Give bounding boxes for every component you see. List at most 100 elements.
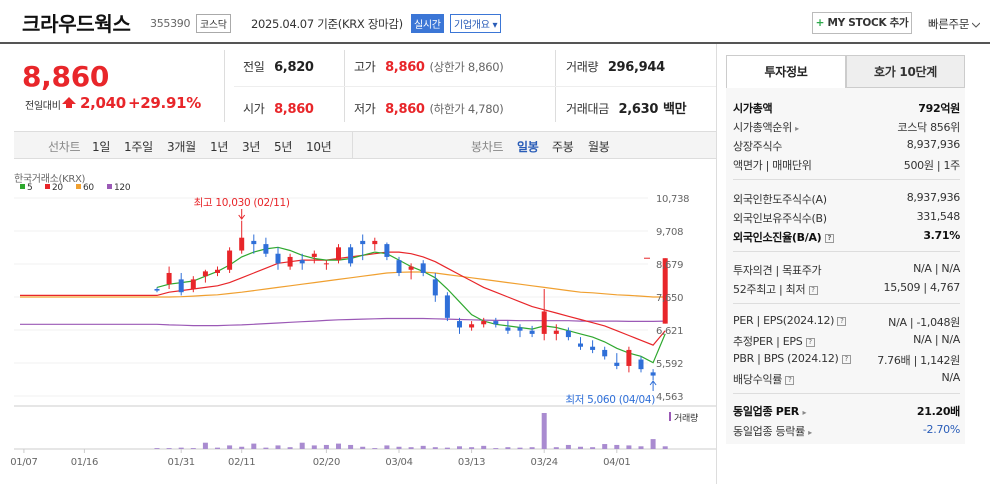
y-axis: 10,738 9,708 8,679 7,650 6,621 5,592 4,563: [656, 194, 690, 403]
tab-investment-info[interactable]: 투자정보: [726, 55, 846, 88]
tab-1w[interactable]: 1주일: [124, 140, 153, 154]
volume-bar: [553, 447, 559, 449]
mcap-label: 시가총액: [733, 102, 773, 115]
candle-body: [505, 327, 511, 331]
candle-body: [215, 269, 220, 273]
volume-bar: [227, 445, 233, 449]
candle-body: [396, 260, 402, 273]
trade-amount: 거래대금 2,630 백만: [566, 98, 687, 117]
tab-10y[interactable]: 10년: [306, 140, 332, 154]
legend-swatch-5: [20, 184, 25, 189]
candle-body: [529, 330, 535, 334]
volume-bar: [505, 447, 511, 449]
diff-percent: +29.91%: [128, 94, 201, 112]
candle-body: [360, 240, 366, 245]
add-mystock-button[interactable]: + MY STOCK 추가: [812, 12, 912, 34]
face-value: 500원 | 1주: [903, 159, 961, 172]
fhold-value: 331,548: [916, 210, 961, 223]
info-icon[interactable]: ?: [837, 317, 847, 326]
info-icon[interactable]: ?: [808, 286, 818, 295]
candle-body: [299, 260, 305, 264]
market-badge: 코스닥: [196, 14, 231, 33]
volume-bar: [299, 442, 305, 449]
volume-bar: [215, 447, 220, 449]
tab-weekly[interactable]: 주봉: [552, 140, 574, 154]
plus-icon: +: [815, 17, 825, 29]
volume-bar: [323, 444, 329, 449]
div-value: N/A: [941, 371, 960, 384]
candle-body: [384, 244, 390, 257]
volume-label: 거래량: [566, 60, 599, 74]
low-note: 최저 5,060 (04/04): [565, 394, 655, 406]
flimit-label: 외국인한도주식수(A): [733, 193, 827, 206]
candle-body: [311, 253, 317, 257]
chevron-right-icon: ▸: [802, 408, 807, 417]
volume-bar: [590, 447, 596, 449]
x-axis: 01/07 01/16 01/31 02/11 02/20 03/04 03/13 03/24…: [10, 449, 631, 468]
quick-order-link[interactable]: 빠른주문: [928, 16, 981, 32]
shares-label: 상장주식수: [733, 140, 783, 153]
volume-bar: [662, 446, 668, 449]
volume-bar: [469, 447, 475, 449]
price-chart[interactable]: 한국거래소(KRX) 5 20 60 120 10,738 9,708 8,679 7,65…: [0, 162, 716, 484]
info-icon[interactable]: ?: [841, 355, 851, 364]
candle-body: [457, 321, 462, 328]
x-tick-label: 01/16: [71, 457, 98, 468]
tab-5y[interactable]: 5년: [274, 140, 293, 154]
candle-body: [420, 263, 426, 273]
volume-bar: [517, 447, 523, 449]
tab-orderbook[interactable]: 호가 10단계: [846, 55, 965, 88]
stock-code: 355390: [150, 17, 191, 30]
diff-label: 전일대비: [25, 101, 61, 112]
chevron-right-icon: ▸: [795, 124, 799, 133]
candle-body: [154, 288, 160, 291]
pbr-label: PBR | BPS (2024.12): [733, 352, 839, 365]
candle-body: [469, 324, 475, 328]
candle-body: [227, 250, 233, 270]
date-basis: 기준(KRX 장마감): [317, 17, 403, 31]
volume-bar: [529, 447, 535, 449]
realtime-button[interactable]: 실시간: [411, 14, 444, 33]
high-value: 8,860: [385, 60, 425, 75]
add-mystock-label: MY STOCK 추가: [827, 17, 909, 29]
per-label: PER | EPS(2024.12): [733, 314, 835, 327]
tab-1d[interactable]: 1일: [92, 140, 111, 154]
candle-body: [614, 362, 620, 366]
up-triangle-icon: [62, 97, 76, 108]
volume-value: 296,944: [607, 60, 665, 75]
opinion-value: N/A | N/A: [913, 262, 960, 275]
x-tick-label: 04/01: [603, 457, 630, 468]
y-tick-label: 7,650: [656, 293, 683, 304]
period-tabs: 선차트 1일 1주일 3개월 1년 3년 5년 10년 봉차트 일봉 주봉 월봉: [14, 131, 716, 159]
mcap-value: 792억원: [918, 102, 960, 115]
tab-3y[interactable]: 3년: [242, 140, 261, 154]
tab-daily[interactable]: 일봉: [517, 140, 539, 154]
y-tick-label: 5,592: [656, 359, 683, 370]
volume-bar: [202, 442, 208, 449]
ma-line-ma120: [20, 317, 666, 327]
volume-bar: [275, 445, 281, 449]
arrow-up-icon: [649, 380, 657, 391]
candle-body: [166, 272, 172, 285]
candle-body: [481, 321, 487, 325]
candle-body: [336, 247, 341, 261]
volume-bar: [578, 446, 583, 449]
legend-swatch-60: [76, 184, 81, 189]
info-icon[interactable]: ?: [824, 234, 834, 243]
tab-3m[interactable]: 3개월: [167, 140, 196, 154]
panel-divider: [716, 44, 717, 484]
volume-bar: [396, 446, 402, 449]
x-tick-label: 03/13: [458, 457, 485, 468]
tab-monthly[interactable]: 월봉: [588, 140, 610, 154]
stock-name: 크라우드웍스: [22, 12, 131, 36]
ind-rate-label: 동일업종 등락률: [733, 425, 805, 438]
arrow-down-icon: [238, 209, 246, 220]
company-overview-button[interactable]: 기업개요 ▾: [450, 14, 502, 33]
info-icon[interactable]: ?: [785, 376, 795, 385]
info-icon[interactable]: ?: [805, 338, 815, 347]
volume-bar: [336, 443, 341, 449]
low-label: 저가: [354, 102, 376, 116]
tab-1y[interactable]: 1년: [210, 140, 229, 154]
prev-close: 전일 6,820: [243, 56, 314, 75]
volume-bar: [408, 447, 414, 449]
